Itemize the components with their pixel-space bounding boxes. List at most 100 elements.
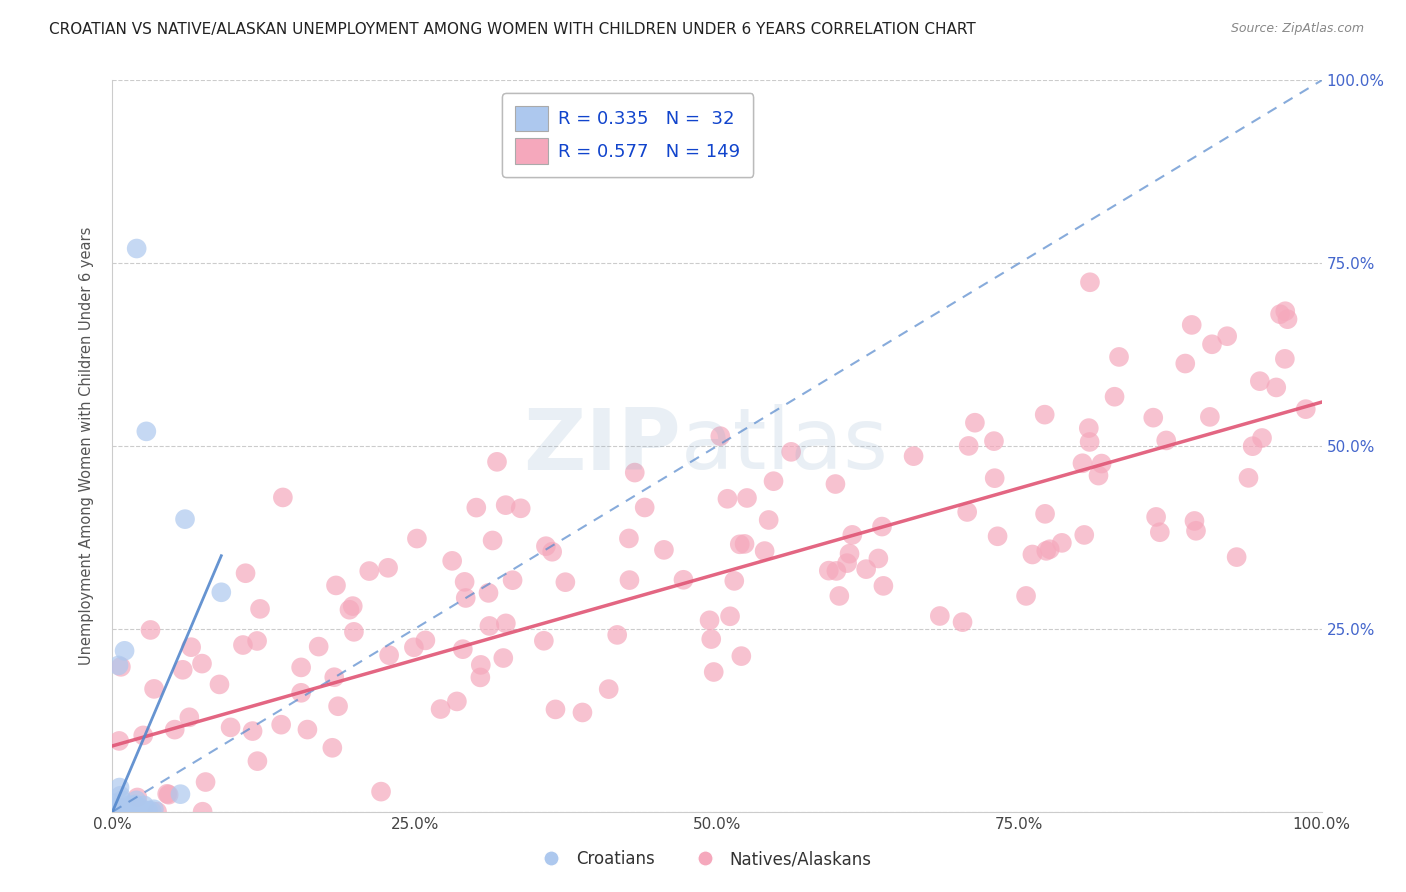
Point [108, 734, 131, 748]
Point [325, 578, 347, 592]
Point [723, 574, 745, 588]
Point [481, 533, 503, 548]
Point [132, 728, 155, 742]
Point [983, 471, 1005, 485]
Point [1265, 380, 1288, 394]
Point [146, 805, 169, 819]
Point [321, 740, 343, 755]
Point [634, 500, 657, 515]
Point [108, 803, 131, 817]
Point [232, 638, 254, 652]
Point [495, 498, 517, 512]
Point [672, 573, 695, 587]
Point [1077, 421, 1099, 435]
Point [987, 529, 1010, 543]
Point [135, 425, 157, 439]
Point [1277, 312, 1299, 326]
Point [544, 702, 567, 716]
Legend: R = 0.335   N =  32, R = 0.577   N = 149: R = 0.335 N = 32, R = 0.577 N = 149 [502, 93, 754, 177]
Point [623, 466, 645, 480]
Point [1201, 337, 1223, 351]
Point [1268, 307, 1291, 321]
Point [103, 805, 125, 819]
Point [124, 797, 146, 812]
Point [172, 663, 194, 677]
Point [124, 798, 146, 813]
Point [117, 805, 139, 819]
Point [105, 805, 128, 819]
Point [359, 564, 381, 578]
Point [718, 609, 741, 624]
Point [163, 723, 186, 737]
Point [1226, 550, 1249, 565]
Point [141, 804, 163, 818]
Point [377, 561, 399, 575]
Point [290, 660, 312, 674]
Point [477, 586, 499, 600]
Point [825, 564, 848, 578]
Point [1144, 509, 1167, 524]
Point [453, 574, 475, 589]
Point [1073, 528, 1095, 542]
Point [824, 477, 846, 491]
Point [1078, 275, 1101, 289]
Point [872, 579, 894, 593]
Point [342, 599, 364, 613]
Point [406, 532, 429, 546]
Point [963, 416, 986, 430]
Point [139, 623, 162, 637]
Point [465, 500, 488, 515]
Point [735, 491, 758, 505]
Point [191, 805, 214, 819]
Point [125, 242, 148, 256]
Point [297, 723, 319, 737]
Point [451, 642, 474, 657]
Point [127, 790, 149, 805]
Legend: Croatians, Natives/Alaskans: Croatians, Natives/Alaskans [527, 844, 879, 875]
Point [124, 800, 146, 814]
Point [928, 609, 950, 624]
Point [143, 681, 166, 696]
Point [817, 564, 839, 578]
Point [219, 720, 242, 734]
Point [1274, 351, 1296, 366]
Point [903, 449, 925, 463]
Point [709, 429, 731, 443]
Point [868, 551, 890, 566]
Point [619, 573, 641, 587]
Point [838, 547, 860, 561]
Point [110, 660, 132, 674]
Point [142, 802, 165, 816]
Point [1274, 304, 1296, 318]
Point [492, 651, 515, 665]
Point [1033, 507, 1056, 521]
Point [169, 787, 191, 801]
Point [1237, 471, 1260, 485]
Text: Source: ZipAtlas.com: Source: ZipAtlas.com [1230, 22, 1364, 36]
Point [208, 677, 231, 691]
Point [957, 439, 980, 453]
Text: ZIP: ZIP [523, 404, 681, 488]
Point [762, 474, 785, 488]
Point [1015, 589, 1038, 603]
Point [1108, 350, 1130, 364]
Point [191, 657, 214, 671]
Point [370, 784, 392, 798]
Point [703, 665, 725, 679]
Point [541, 545, 564, 559]
Point [1050, 536, 1073, 550]
Point [308, 640, 330, 654]
Point [246, 754, 269, 768]
Point [179, 710, 201, 724]
Point [157, 788, 180, 802]
Point [1071, 456, 1094, 470]
Point [956, 505, 979, 519]
Point [699, 613, 721, 627]
Point [780, 445, 803, 459]
Point [180, 640, 202, 655]
Point [339, 603, 361, 617]
Point [1181, 318, 1204, 332]
Point [1174, 357, 1197, 371]
Point [730, 649, 752, 664]
Point [271, 491, 294, 505]
